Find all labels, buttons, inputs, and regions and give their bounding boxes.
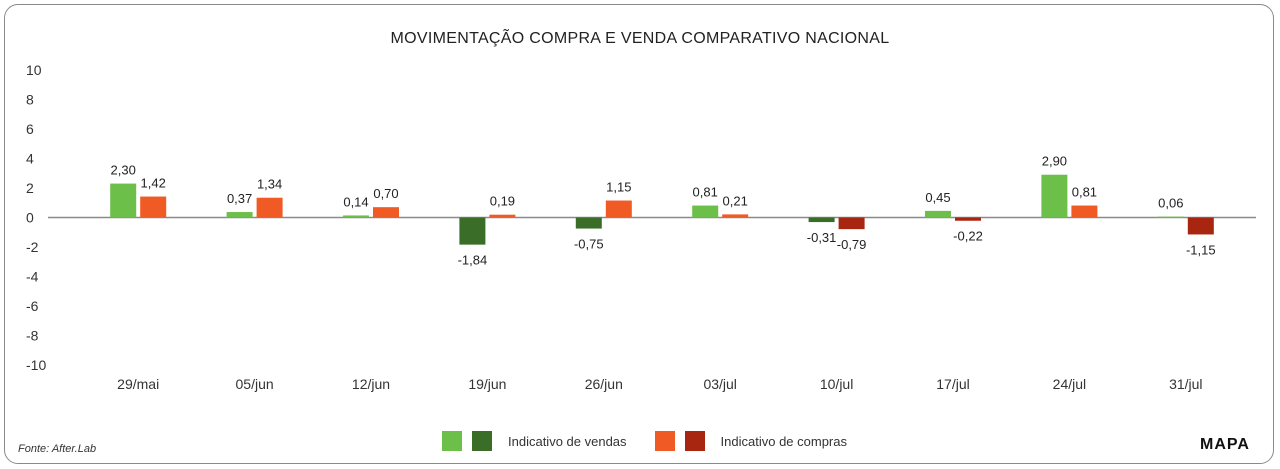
data-label: 0,06 [1158, 196, 1183, 211]
sales-bar [1157, 216, 1184, 218]
y-tick-label: 10 [26, 62, 42, 78]
legend-label-sales: Indicativo de vendas [508, 433, 627, 449]
purchases-bar [1071, 205, 1098, 218]
purchases-bar [373, 207, 399, 218]
chart-title: MOVIMENTAÇÃO COMPRA E VENDA COMPARATIVO … [390, 30, 890, 47]
data-label: 0,45 [925, 190, 950, 205]
sales-bar [692, 205, 719, 218]
sales-bar [1041, 174, 1068, 218]
purchases-bar [140, 196, 167, 218]
data-label: -1,84 [458, 253, 488, 268]
data-label: -0,31 [807, 230, 837, 245]
data-label: 2,30 [111, 163, 136, 178]
data-label: 0,14 [343, 194, 368, 209]
data-label: -0,75 [574, 237, 604, 252]
x-tick-label: 12/jun [352, 376, 390, 392]
purchases-bar [256, 197, 283, 218]
sales-bar [110, 183, 137, 218]
x-tick-label: 29/mai [117, 376, 159, 392]
data-label: -0,22 [953, 229, 983, 244]
data-label: 1,42 [141, 176, 166, 191]
data-label: 0,19 [490, 194, 515, 209]
legend-swatch-purchases-negative [684, 431, 705, 451]
data-label: 0,70 [373, 186, 398, 201]
y-tick-label: 4 [26, 151, 34, 167]
sales-bar [226, 212, 253, 218]
sales-bar [575, 217, 602, 229]
x-tick-label: 31/jul [1169, 376, 1202, 392]
purchases-bar [838, 217, 865, 230]
source-note: Fonte: After.Lab [18, 443, 97, 455]
purchases-bar [722, 214, 749, 218]
data-label: 2,90 [1042, 154, 1067, 169]
purchases-bar [489, 214, 516, 218]
purchases-bar [955, 217, 981, 221]
data-label: -1,15 [1186, 242, 1216, 257]
data-label: 1,34 [257, 177, 282, 192]
legend-label-purchases: Indicativo de compras [720, 433, 847, 449]
x-tick-label: 17/jul [936, 376, 969, 392]
purchases-bar [605, 200, 632, 218]
brand-logo: MAPA [1200, 436, 1250, 453]
x-tick-label: 05/jun [236, 376, 274, 392]
x-tick-label: 03/jul [703, 376, 736, 392]
legend-swatch-sales-negative [472, 431, 492, 451]
sales-bar [925, 210, 951, 218]
x-tick-label: 10/jul [820, 376, 853, 392]
y-tick-label: -8 [26, 328, 39, 344]
data-label: 0,37 [227, 191, 252, 206]
data-label: 1,15 [606, 180, 631, 195]
x-tick-label: 26/jun [585, 376, 623, 392]
sales-bar [808, 217, 835, 223]
data-label: 0,81 [693, 185, 718, 200]
sales-bar [343, 215, 369, 218]
legend-swatch-purchases-positive [654, 431, 675, 451]
y-tick-label: 2 [26, 180, 34, 196]
data-label: 0,81 [1072, 185, 1097, 200]
y-tick-label: 0 [26, 210, 34, 226]
chart-frame [4, 4, 1274, 464]
x-tick-label: 19/jun [468, 376, 506, 392]
y-tick-label: -6 [26, 298, 39, 314]
legend-swatch-sales-positive [442, 431, 462, 451]
y-tick-label: -4 [26, 269, 39, 285]
data-label: 0,21 [723, 193, 748, 208]
x-tick-label: 24/jul [1053, 376, 1086, 392]
y-tick-label: -2 [26, 239, 39, 255]
y-tick-label: -10 [26, 357, 46, 373]
y-tick-label: 6 [26, 121, 34, 137]
sales-bar [459, 217, 486, 245]
data-label: -0,79 [837, 237, 867, 252]
purchases-bar [1187, 217, 1214, 235]
legend: Indicativo de vendas Indicativo de compr… [442, 430, 867, 452]
y-tick-label: 8 [26, 92, 34, 108]
